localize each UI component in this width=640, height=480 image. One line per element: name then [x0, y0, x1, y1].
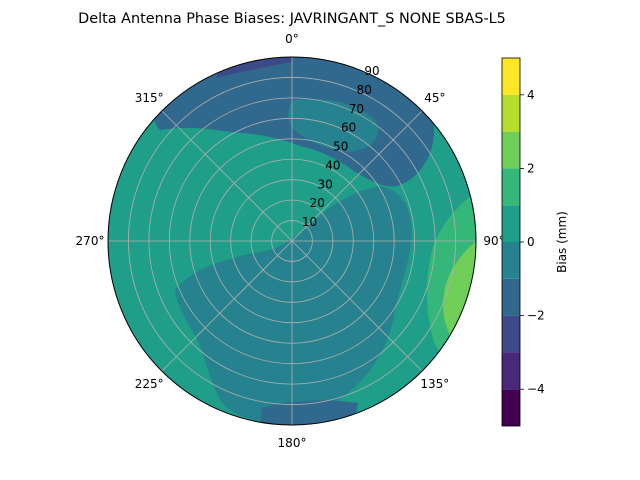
- colorbar-band: [502, 278, 520, 316]
- colorbar-tick-label: 2: [527, 161, 535, 175]
- colorbar-label: Bias (mm): [555, 211, 569, 273]
- angle-tick-label: 225°: [135, 377, 164, 391]
- angle-tick-label: 90°: [483, 234, 504, 248]
- colorbar-tick-label: 4: [527, 88, 535, 102]
- chart-title: Delta Antenna Phase Biases: JAVRINGANT_S…: [78, 11, 506, 27]
- colorbar-band: [502, 315, 520, 353]
- angle-tick-label: 135°: [420, 377, 449, 391]
- angle-tick-label: 270°: [76, 234, 105, 248]
- radial-tick-label: 80: [357, 83, 372, 97]
- angle-tick-labels: 0° 45° 90° 135° 180° 225° 270° 315°: [76, 32, 505, 450]
- colorbar-band: [502, 94, 520, 132]
- radial-tick-label: 40: [325, 158, 340, 172]
- colorbar-bands: [502, 58, 520, 426]
- grid-spoke-225: [161, 240, 293, 372]
- colorbar-band: [502, 205, 520, 242]
- angle-tick-label: 45°: [424, 91, 445, 105]
- grid-spoke-45: [291, 110, 423, 242]
- colorbar: −4 −2 0 2 4 Bias (mm): [501, 57, 569, 427]
- radial-tick-label: 90: [364, 64, 379, 78]
- grid-spoke-315: [161, 110, 293, 242]
- radial-tick-label: 50: [333, 140, 348, 154]
- colorbar-band: [502, 352, 520, 390]
- colorbar-tick-label: −4: [527, 382, 545, 396]
- colorbar-tick-label: −2: [527, 309, 545, 323]
- polar-frame: [107, 56, 477, 426]
- radial-tick-label: 20: [310, 196, 325, 210]
- polar-plot: 0° 45° 90° 135° 180° 225° 270° 315° 10 20 30 40 50 6…: [76, 32, 505, 450]
- angle-tick-label: 0°: [285, 32, 299, 46]
- angle-tick-label: 315°: [135, 91, 164, 105]
- colorbar-band: [502, 168, 520, 206]
- radial-tick-label: 60: [341, 121, 356, 135]
- radial-tick-labels: 10 20 30 40 50 60 70 80 90: [302, 64, 380, 229]
- region-south-band: [175, 186, 412, 422]
- colorbar-ticks: −4 −2 0 2 4: [520, 88, 545, 396]
- region-east-rim: [443, 240, 476, 342]
- colorbar-band: [502, 58, 520, 95]
- colorbar-tick-label: 0: [527, 235, 535, 249]
- angular-grid: [108, 57, 476, 425]
- region-north-rim-dark: [215, 57, 292, 78]
- region-south-rim: [260, 400, 358, 425]
- radial-tick-label: 30: [317, 177, 332, 191]
- colorbar-band: [502, 131, 520, 169]
- grid-spoke-135: [291, 240, 423, 372]
- angle-tick-label: 180°: [278, 436, 307, 450]
- radial-tick-label: 10: [302, 215, 317, 229]
- colorbar-band: [502, 389, 520, 426]
- radial-tick-label: 70: [349, 102, 364, 116]
- colorbar-band: [502, 242, 520, 279]
